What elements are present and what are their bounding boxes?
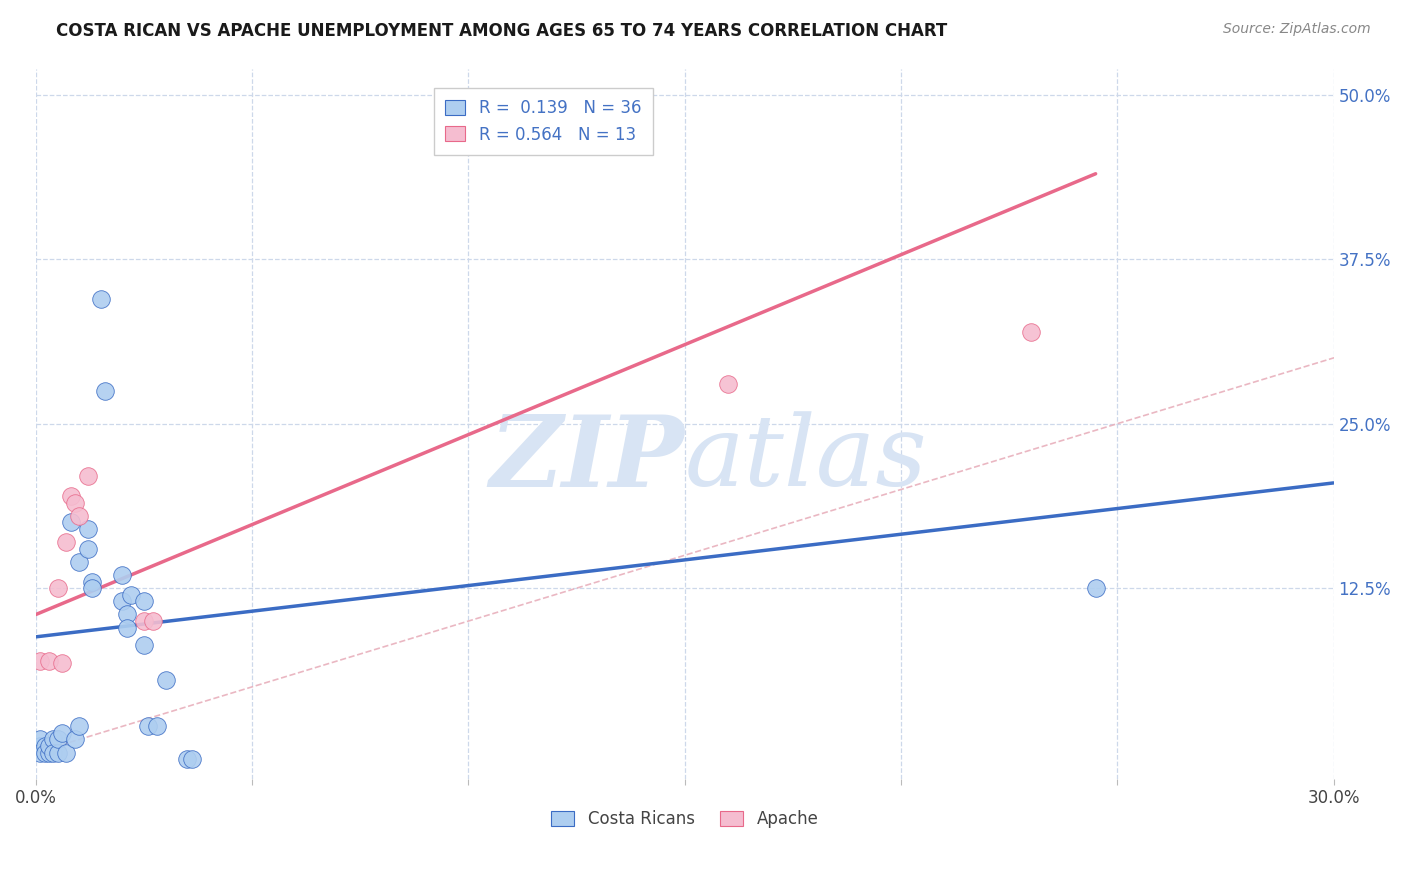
Point: [120, 588, 142, 602]
Point: [55, 535, 77, 549]
Point: [146, 719, 169, 733]
Point: [42, 746, 65, 760]
Point: [176, 752, 198, 766]
Point: [180, 752, 202, 766]
Point: [1084, 581, 1107, 595]
Point: [82, 581, 104, 595]
Point: [142, 614, 165, 628]
Point: [115, 607, 138, 622]
Point: [155, 673, 177, 688]
Text: Source: ZipAtlas.com: Source: ZipAtlas.com: [1223, 22, 1371, 37]
Point: [67, 555, 90, 569]
Point: [67, 508, 90, 523]
Point: [51, 656, 73, 670]
Point: [38, 739, 60, 753]
Point: [30, 746, 52, 760]
Point: [38, 746, 60, 760]
Point: [30, 653, 52, 667]
Point: [30, 739, 52, 753]
Text: ZIP: ZIP: [489, 411, 685, 508]
Point: [46, 746, 69, 760]
Point: [34, 746, 56, 760]
Point: [115, 621, 138, 635]
Point: [132, 638, 155, 652]
Point: [34, 739, 56, 753]
Point: [111, 594, 134, 608]
Point: [59, 489, 82, 503]
Point: [94, 384, 117, 398]
Point: [51, 726, 73, 740]
Point: [67, 719, 90, 733]
Point: [132, 614, 155, 628]
Point: [76, 541, 98, 556]
Text: COSTA RICAN VS APACHE UNEMPLOYMENT AMONG AGES 65 TO 74 YEARS CORRELATION CHART: COSTA RICAN VS APACHE UNEMPLOYMENT AMONG…: [56, 22, 948, 40]
Point: [46, 581, 69, 595]
Point: [111, 568, 134, 582]
Point: [59, 516, 82, 530]
Point: [90, 292, 112, 306]
Point: [42, 732, 65, 747]
Point: [76, 522, 98, 536]
Point: [1019, 325, 1042, 339]
Point: [76, 469, 98, 483]
Point: [55, 746, 77, 760]
Point: [38, 653, 60, 667]
Point: [63, 496, 86, 510]
Text: atlas: atlas: [685, 411, 928, 507]
Point: [82, 574, 104, 589]
Legend: Costa Ricans, Apache: Costa Ricans, Apache: [544, 803, 825, 835]
Point: [46, 732, 69, 747]
Point: [30, 732, 52, 747]
Point: [717, 377, 740, 392]
Point: [63, 732, 86, 747]
Point: [132, 594, 155, 608]
Point: [138, 719, 160, 733]
